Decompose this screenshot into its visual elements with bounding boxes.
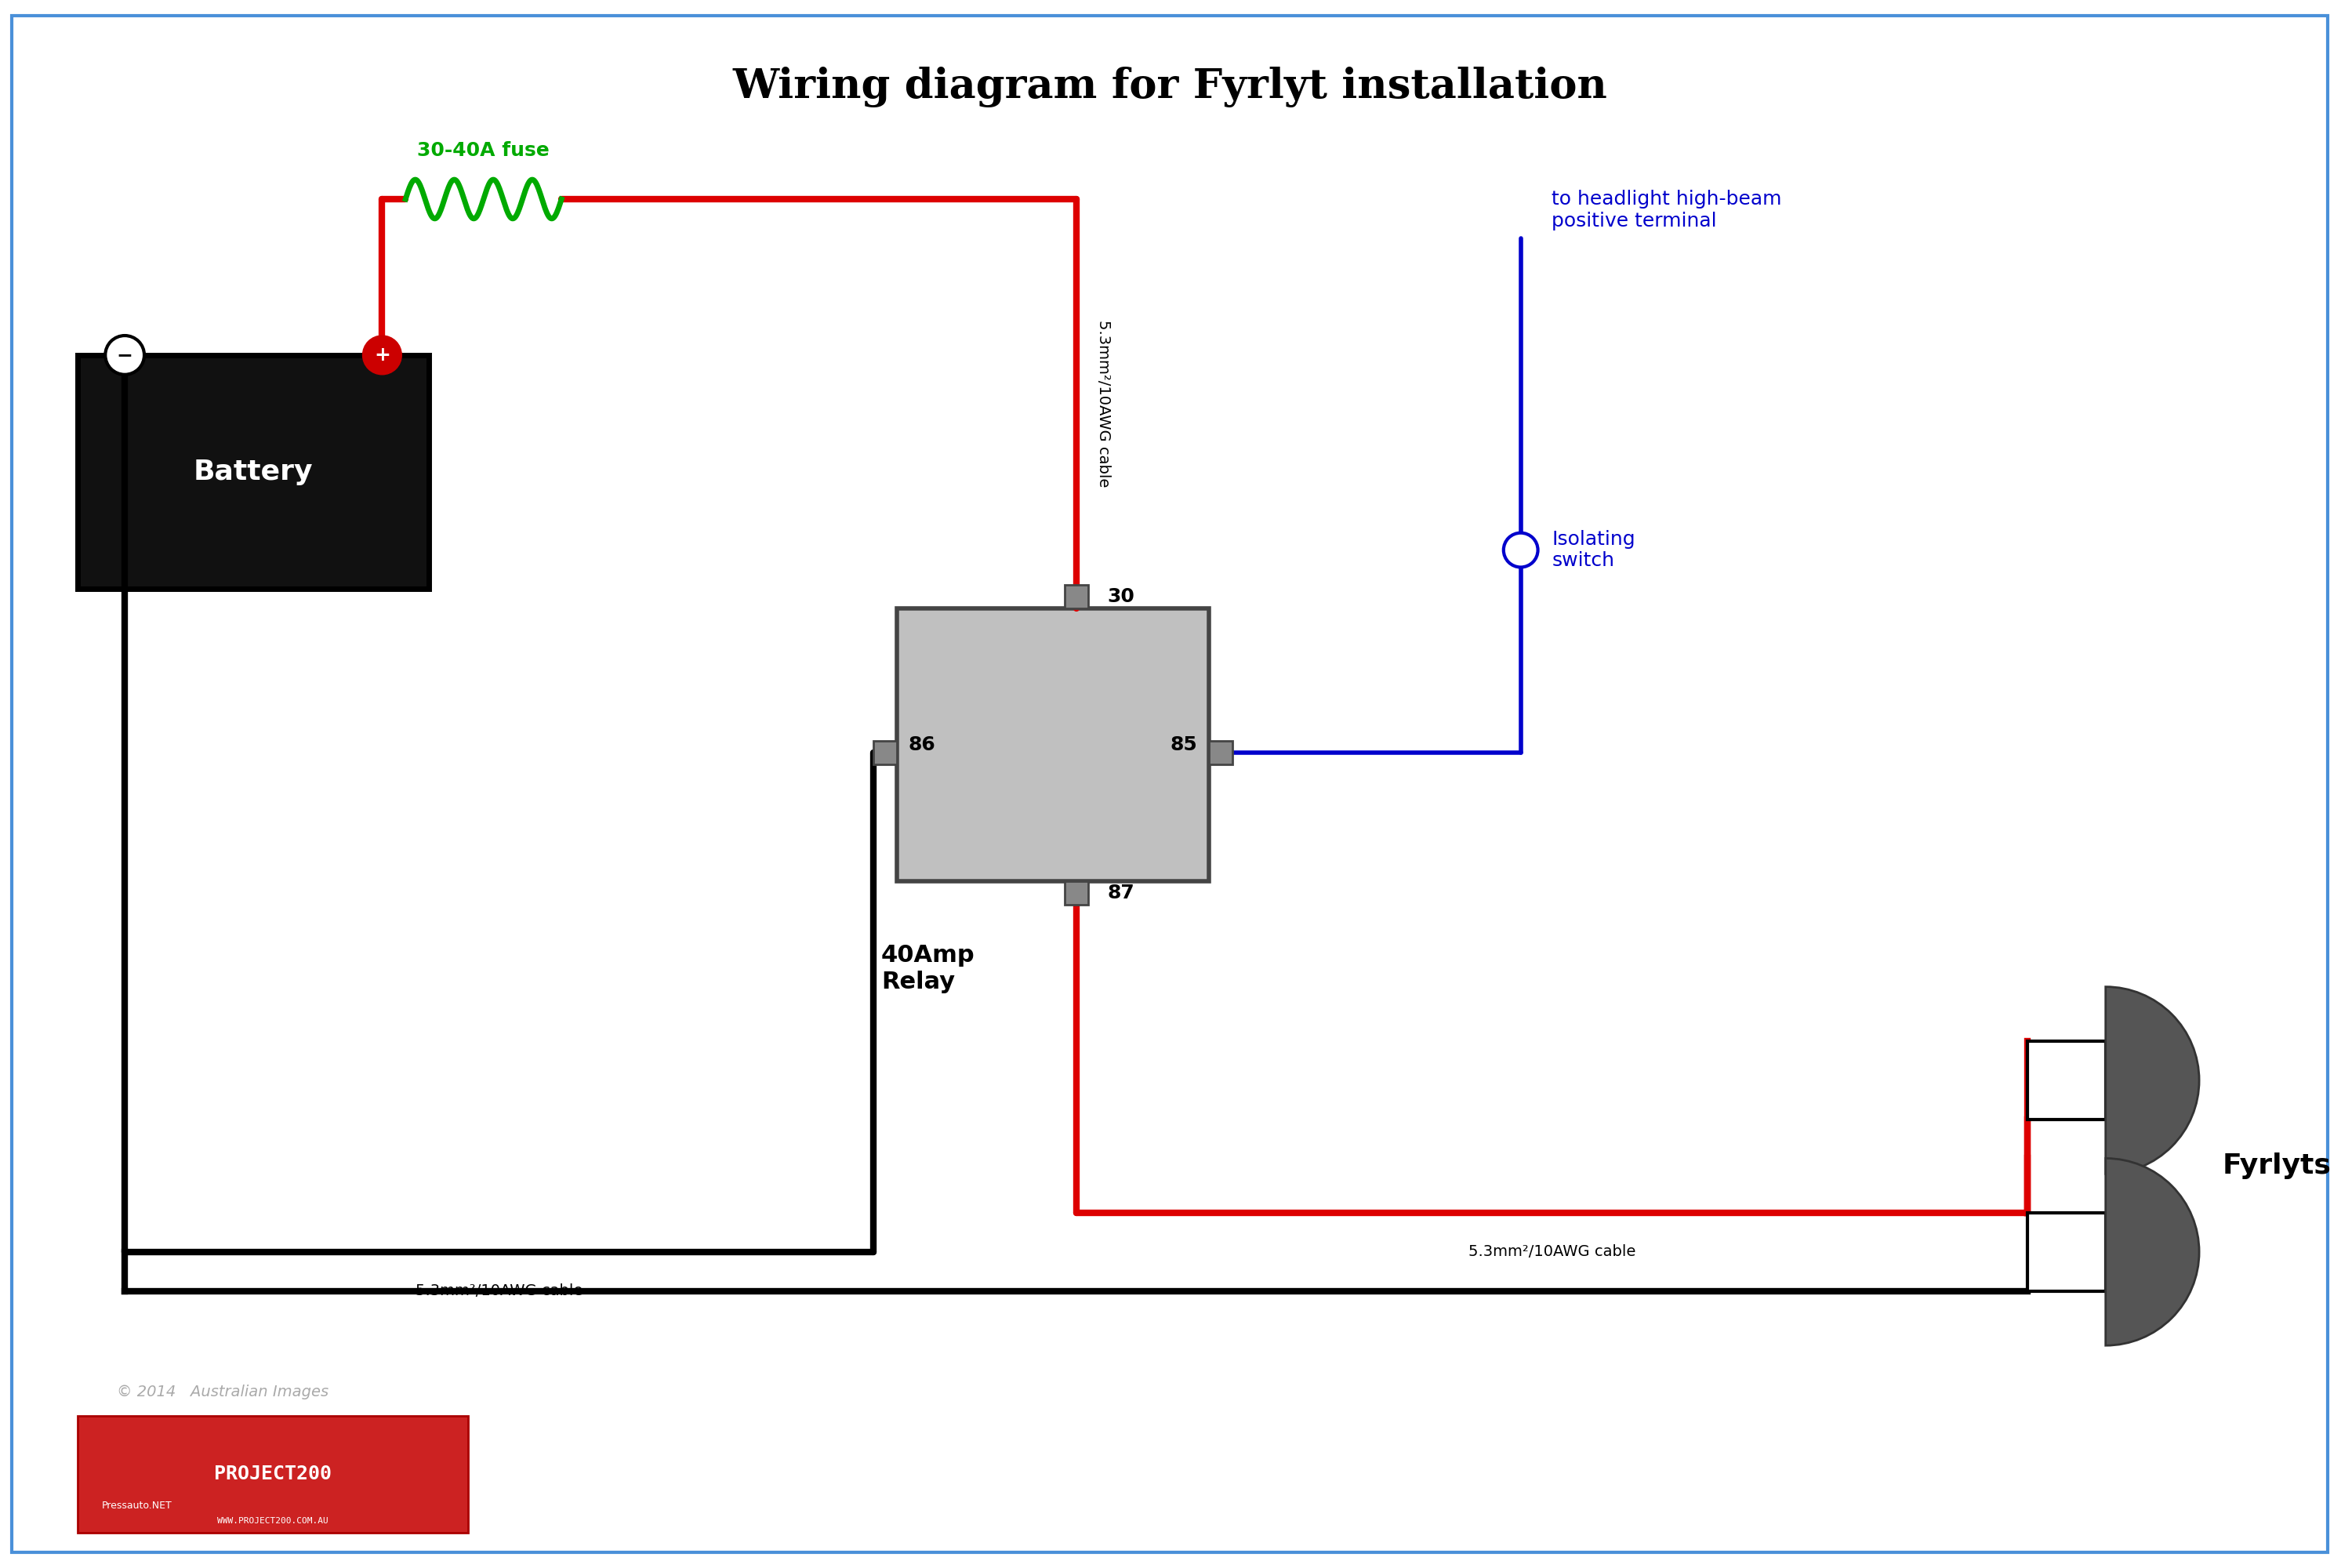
Text: 30-40A fuse: 30-40A fuse (416, 141, 550, 160)
Text: Battery: Battery (193, 459, 313, 486)
Bar (1209, 742, 1232, 765)
Text: 5.3mm²/10AWG cable: 5.3mm²/10AWG cable (416, 1283, 583, 1298)
Wedge shape (2105, 1159, 2199, 1345)
Bar (873, 742, 896, 765)
Circle shape (362, 336, 402, 375)
Text: 40Amp
Relay: 40Amp Relay (882, 944, 976, 993)
Text: Fyrlyts: Fyrlyts (2223, 1152, 2331, 1179)
Bar (2027, 1214, 2105, 1290)
Bar (2027, 1041, 2105, 1120)
FancyBboxPatch shape (896, 608, 1209, 881)
Text: 86: 86 (908, 735, 936, 754)
Bar (78, 1416, 468, 1532)
Text: 30: 30 (1108, 588, 1134, 607)
Text: © 2014   Australian Images: © 2014 Australian Images (118, 1385, 329, 1400)
Text: 85: 85 (1169, 735, 1197, 754)
Text: to headlight high-beam
positive terminal: to headlight high-beam positive terminal (1552, 190, 1783, 230)
Text: +: + (374, 345, 390, 364)
Circle shape (1503, 533, 1538, 568)
Text: PROJECT200: PROJECT200 (214, 1465, 332, 1483)
Text: 5.3mm²/10AWG cable: 5.3mm²/10AWG cable (1468, 1243, 1635, 1259)
Text: Wiring diagram for Fyrlyt installation: Wiring diagram for Fyrlyt installation (731, 66, 1606, 107)
FancyBboxPatch shape (78, 354, 428, 590)
Wedge shape (2105, 986, 2199, 1174)
Text: WWW.PROJECT200.COM.AU: WWW.PROJECT200.COM.AU (216, 1516, 329, 1524)
Text: Pressauto.NET: Pressauto.NET (101, 1501, 172, 1510)
Text: −: − (118, 345, 134, 364)
Text: 87: 87 (1108, 884, 1134, 903)
Text: Isolating
switch: Isolating switch (1552, 530, 1635, 571)
Circle shape (106, 336, 143, 375)
Bar (1065, 585, 1089, 608)
Text: 5.3mm²/10AWG cable: 5.3mm²/10AWG cable (1096, 320, 1110, 488)
Bar (1065, 881, 1089, 905)
